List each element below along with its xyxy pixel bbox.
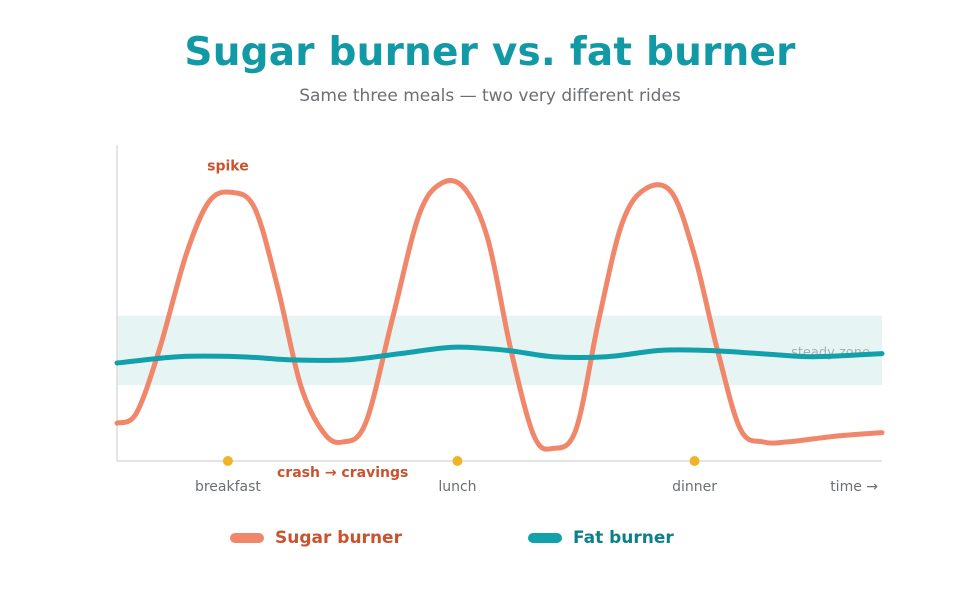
legend-item-fat: Fat burner bbox=[528, 528, 674, 548]
chart-title: Sugar burner vs. fat burner bbox=[184, 30, 796, 75]
legend-swatch-fat bbox=[528, 533, 562, 543]
legend-swatch-sugar bbox=[230, 533, 264, 543]
meal-label-lunch: lunch bbox=[438, 479, 476, 495]
series-layer bbox=[114, 178, 885, 452]
meal-dot-dinner bbox=[689, 456, 700, 466]
x-axis-label: time → bbox=[830, 479, 878, 495]
legend-item-sugar: Sugar burner bbox=[230, 528, 402, 548]
meal-label-breakfast: breakfast bbox=[195, 479, 261, 495]
annotation-spike: spike bbox=[207, 158, 249, 174]
meal-markers: breakfast lunch dinner bbox=[195, 456, 717, 495]
meal-dot-lunch bbox=[452, 456, 463, 466]
legend-label-sugar: Sugar burner bbox=[275, 528, 402, 548]
fat-burner-line bbox=[114, 344, 885, 366]
annotations: spike crash → cravings bbox=[207, 158, 408, 481]
chart-subtitle: Same three meals — two very different ri… bbox=[299, 86, 681, 106]
legend-label-fat: Fat burner bbox=[573, 528, 674, 548]
meal-dot-breakfast bbox=[222, 456, 233, 466]
plot-area: steady zone breakfast lunch dinner spikecr… bbox=[114, 145, 885, 495]
sugar-burner-line bbox=[114, 178, 885, 452]
annotation-crash: crash → cravings bbox=[277, 465, 408, 481]
meal-label-dinner: dinner bbox=[672, 479, 717, 495]
legend: Sugar burner Fat burner bbox=[0, 528, 980, 558]
